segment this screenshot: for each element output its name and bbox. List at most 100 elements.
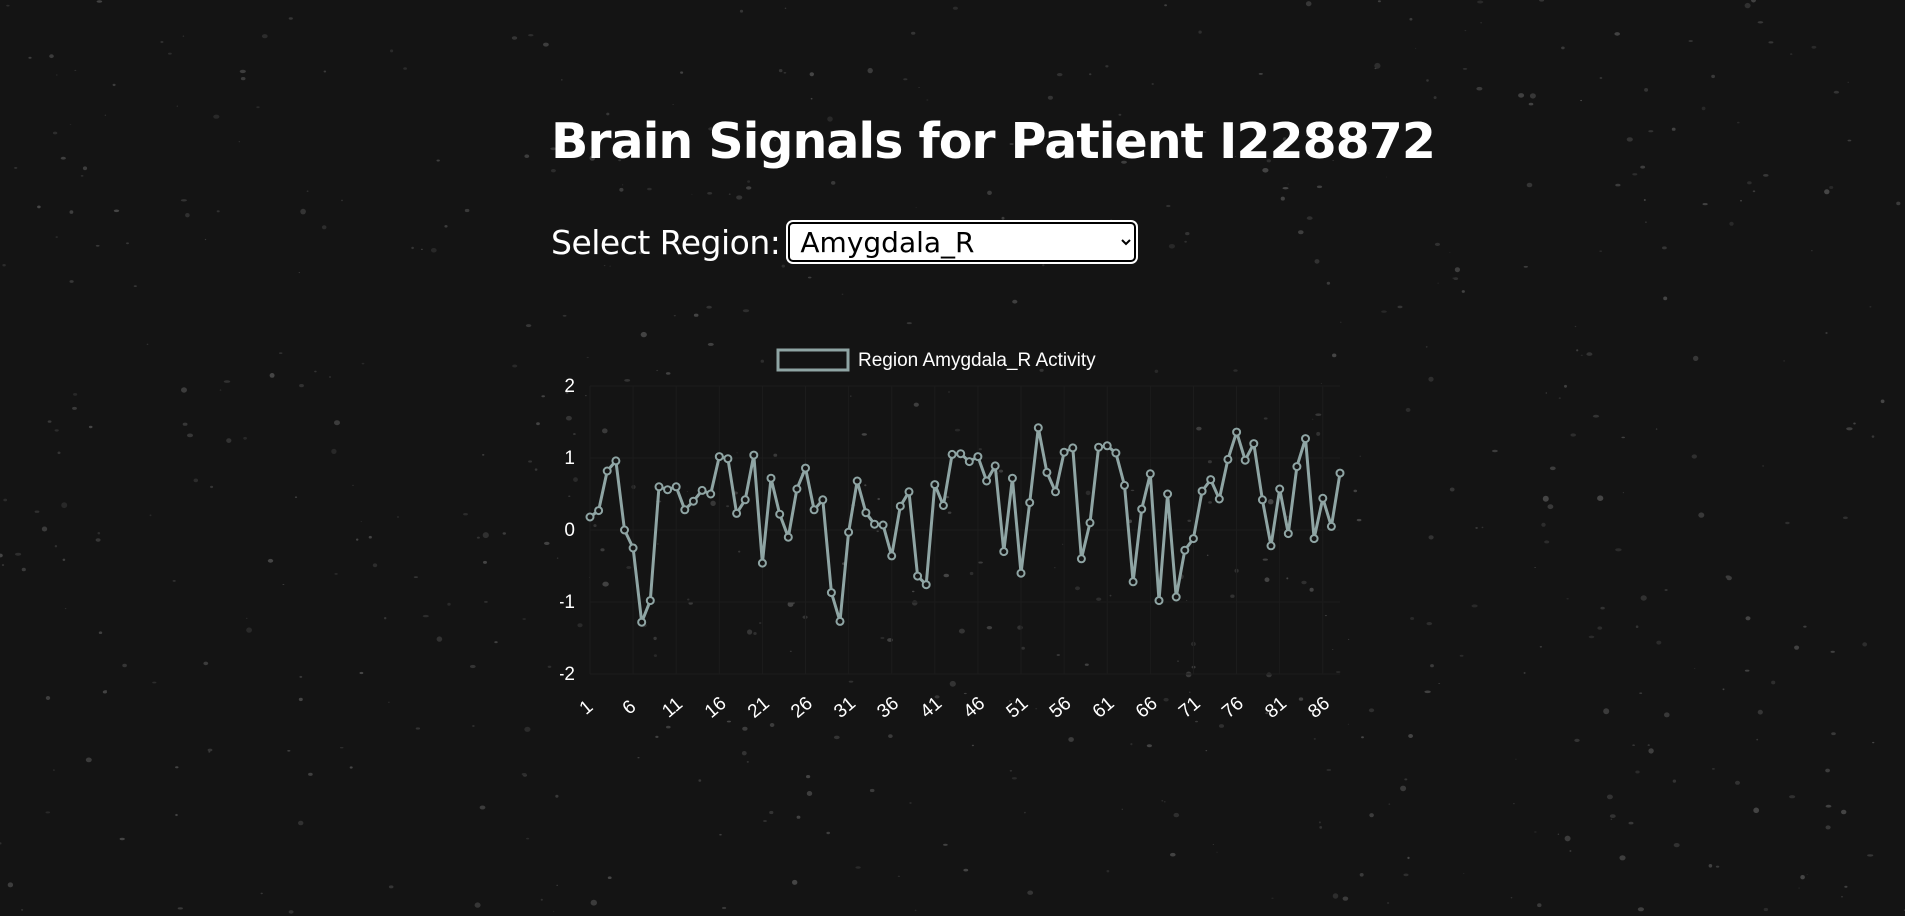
data-point[interactable] [809,505,819,515]
data-point[interactable] [714,452,724,462]
data-point[interactable] [749,450,759,460]
data-point[interactable] [1283,529,1293,539]
background-speck [1332,353,1337,358]
data-point[interactable] [1102,441,1112,451]
data-point[interactable] [1214,494,1224,504]
data-point[interactable] [628,543,638,553]
data-point[interactable] [878,520,888,530]
data-point[interactable] [611,456,621,466]
data-point[interactable] [1309,534,1319,544]
data-point[interactable] [680,505,690,515]
background-speck [55,74,58,76]
data-point[interactable] [904,487,914,497]
data-point[interactable] [1206,475,1216,485]
background-speck [915,207,917,208]
data-point[interactable] [792,484,802,494]
data-point[interactable] [947,449,957,459]
data-point[interactable] [1171,592,1181,602]
legend-swatch[interactable] [776,348,850,372]
data-point[interactable] [663,485,673,495]
data-point[interactable] [671,482,681,492]
data-point[interactable] [1180,545,1190,555]
background-speck [1121,808,1124,810]
data-point[interactable] [783,532,793,542]
data-point[interactable] [930,480,940,490]
data-point[interactable] [1137,504,1147,514]
data-point[interactable] [844,527,854,537]
data-point[interactable] [602,466,612,476]
data-point[interactable] [1197,486,1207,496]
data-point[interactable] [1068,443,1078,453]
data-point[interactable] [645,596,655,606]
background-speck [64,608,67,610]
data-point[interactable] [852,476,862,486]
data-point[interactable] [1094,442,1104,452]
data-point[interactable] [1016,568,1026,578]
region-select[interactable]: Amygdala_R [788,222,1137,262]
data-point[interactable] [775,509,785,519]
data-point[interactable] [1111,448,1121,458]
data-point[interactable] [921,580,931,590]
data-point[interactable] [1249,439,1259,449]
data-point[interactable] [1188,534,1198,544]
data-point[interactable] [1223,454,1233,464]
data-point[interactable] [1326,521,1336,531]
data-point[interactable] [990,461,1000,471]
data-point[interactable] [1266,541,1276,551]
data-point[interactable] [913,571,923,581]
data-point[interactable] [964,457,974,467]
data-point[interactable] [826,588,836,598]
data-point[interactable] [585,512,595,522]
data-point[interactable] [895,501,905,511]
data-point[interactable] [766,473,776,483]
legend-label[interactable]: Region Amygdala_R Activity [858,350,1096,371]
data-point[interactable] [1154,596,1164,606]
data-point[interactable] [740,495,750,505]
data-point[interactable] [835,616,845,626]
data-point[interactable] [1128,577,1138,587]
background-speck [1374,62,1381,69]
data-point[interactable] [1007,473,1017,483]
data-point[interactable] [956,449,966,459]
background-speck [1783,360,1785,362]
data-point[interactable] [1257,495,1267,505]
data-point[interactable] [861,508,871,518]
data-point[interactable] [999,547,1009,557]
data-point[interactable] [637,617,647,627]
data-point[interactable] [1085,518,1095,528]
data-point[interactable] [1318,493,1328,503]
data-point[interactable] [654,482,664,492]
data-point[interactable] [594,506,604,516]
data-point[interactable] [688,496,698,506]
data-point[interactable] [801,463,810,473]
data-point[interactable] [982,476,992,486]
background-speck [1471,604,1478,608]
data-point[interactable] [870,519,879,529]
data-point[interactable] [1051,487,1060,497]
data-point[interactable] [938,501,948,510]
data-point[interactable] [818,495,828,505]
data-point[interactable] [973,452,983,462]
data-point[interactable] [887,551,897,561]
data-point[interactable] [732,508,742,518]
background-speck [719,833,722,836]
data-point[interactable] [1120,480,1129,490]
data-point[interactable] [723,454,733,464]
data-point[interactable] [1240,455,1250,465]
data-point[interactable] [1145,469,1155,479]
data-point[interactable] [757,558,767,568]
data-point[interactable] [1059,447,1069,457]
data-point[interactable] [697,485,707,495]
data-point[interactable] [1042,467,1052,477]
data-point[interactable] [1033,423,1043,433]
data-point[interactable] [1301,434,1310,444]
data-point[interactable] [1335,468,1345,478]
data-point[interactable] [1025,498,1035,508]
data-point[interactable] [706,489,716,499]
data-point[interactable] [1232,427,1242,437]
data-point[interactable] [1076,554,1086,564]
data-point[interactable] [620,525,629,535]
data-point[interactable] [1163,489,1173,499]
data-point[interactable] [1275,484,1285,494]
data-point[interactable] [1292,462,1302,472]
